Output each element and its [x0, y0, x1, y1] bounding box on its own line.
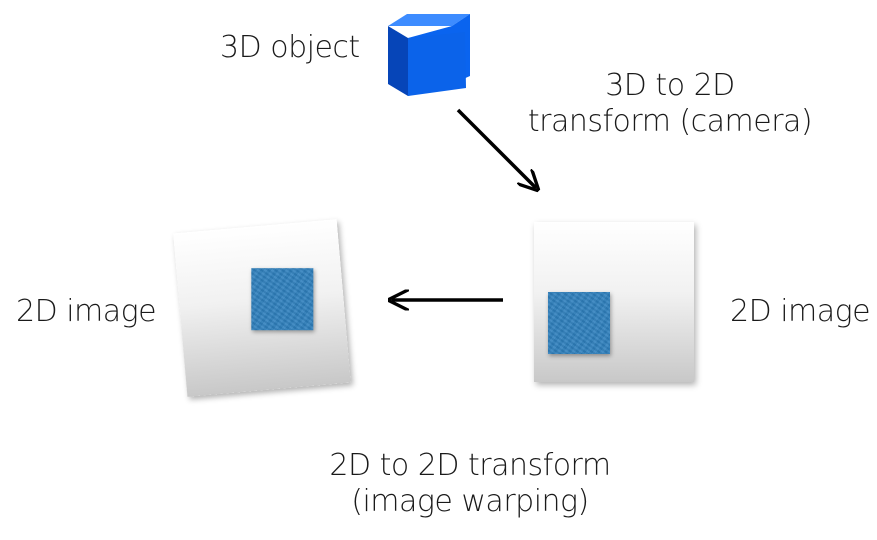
image-card-left [173, 219, 351, 397]
warp-transform-label: 2D to 2D transform (image warping) [270, 448, 670, 520]
camera-transform-line2: transform (camera) [527, 104, 813, 139]
arrow-down-right [456, 108, 536, 188]
camera-transform-line1: 3D to 2D [605, 68, 735, 103]
textured-square [251, 268, 314, 331]
textured-square [548, 292, 610, 354]
cube-front-panel [408, 32, 466, 96]
image-card-right [534, 222, 694, 382]
cube-side-face [388, 26, 408, 96]
cube-top-face [388, 14, 470, 26]
warp-transform-line1: 2D to 2D transform [329, 448, 611, 483]
warp-transform-line2: (image warping) [351, 484, 589, 519]
image-label-right: 2D image [730, 294, 871, 329]
object-label: 3D object [220, 30, 360, 65]
image-label-left: 2D image [16, 294, 157, 329]
camera-transform-label: 3D to 2D transform (camera) [520, 68, 820, 140]
cube-icon [388, 14, 470, 96]
